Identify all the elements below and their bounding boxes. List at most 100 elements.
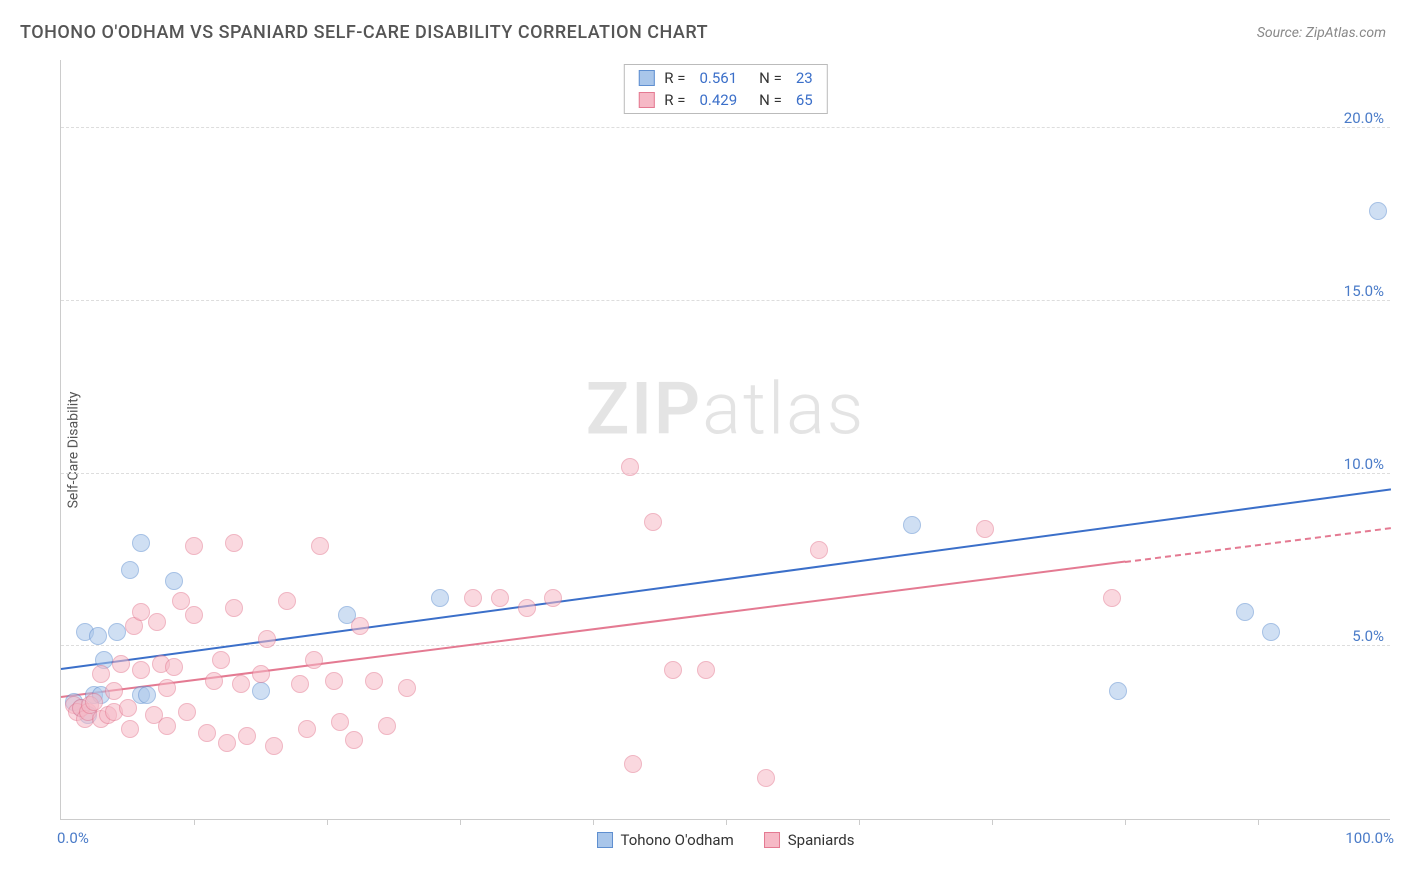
scatter-point bbox=[119, 699, 137, 717]
scatter-point bbox=[112, 655, 130, 673]
legend-series-label: Spaniards bbox=[788, 831, 855, 849]
legend-series-item: Tohono O'odham bbox=[597, 831, 734, 849]
grid-line bbox=[61, 300, 1390, 301]
scatter-point bbox=[810, 541, 828, 559]
chart-source: Source: ZipAtlas.com bbox=[1257, 25, 1386, 41]
scatter-point bbox=[1109, 682, 1127, 700]
legend-swatch bbox=[638, 92, 654, 108]
scatter-point bbox=[518, 599, 536, 617]
scatter-point bbox=[644, 513, 662, 531]
scatter-point bbox=[378, 717, 396, 735]
watermark-rest: atlas bbox=[702, 367, 865, 452]
x-tick-mark bbox=[1258, 819, 1259, 825]
legend-series-item: Spaniards bbox=[764, 831, 855, 849]
legend-n-value: 23 bbox=[796, 69, 813, 87]
scatter-point bbox=[108, 623, 126, 641]
scatter-point bbox=[92, 665, 110, 683]
scatter-point bbox=[298, 720, 316, 738]
scatter-point bbox=[624, 755, 642, 773]
legend-r-label: R = bbox=[664, 91, 685, 109]
scatter-point bbox=[291, 675, 309, 693]
scatter-point bbox=[89, 627, 107, 645]
scatter-point bbox=[311, 537, 329, 555]
scatter-point bbox=[165, 572, 183, 590]
legend-stats: R =0.561N =23R =0.429N =65 bbox=[623, 64, 827, 114]
legend-series: Tohono O'odham Spaniards bbox=[597, 831, 855, 849]
scatter-point bbox=[132, 534, 150, 552]
scatter-point bbox=[398, 679, 416, 697]
scatter-point bbox=[252, 665, 270, 683]
scatter-point bbox=[697, 661, 715, 679]
y-tick-label: 10.0% bbox=[1344, 455, 1384, 473]
scatter-point bbox=[121, 561, 139, 579]
chart-container: Self-Care Disability ZIPatlas R =0.561N … bbox=[50, 60, 1390, 840]
scatter-point bbox=[158, 717, 176, 735]
legend-swatch bbox=[597, 832, 613, 848]
x-tick-mark bbox=[460, 819, 461, 825]
scatter-point bbox=[331, 713, 349, 731]
scatter-point bbox=[491, 589, 509, 607]
scatter-point bbox=[132, 603, 150, 621]
scatter-point bbox=[265, 737, 283, 755]
x-tick-mark bbox=[1125, 819, 1126, 825]
scatter-point bbox=[178, 703, 196, 721]
legend-n-label: N = bbox=[759, 91, 782, 109]
scatter-point bbox=[1262, 623, 1280, 641]
scatter-point bbox=[138, 686, 156, 704]
scatter-point bbox=[165, 658, 183, 676]
x-tick-mark bbox=[992, 819, 993, 825]
scatter-point bbox=[121, 720, 139, 738]
legend-series-label: Tohono O'odham bbox=[621, 831, 734, 849]
scatter-point bbox=[105, 682, 123, 700]
chart-title: TOHONO O'ODHAM VS SPANIARD SELF-CARE DIS… bbox=[20, 22, 708, 43]
x-tick-mark bbox=[726, 819, 727, 825]
legend-n-value: 65 bbox=[796, 91, 813, 109]
x-tick-mark bbox=[593, 819, 594, 825]
scatter-point bbox=[225, 534, 243, 552]
legend-swatch bbox=[638, 70, 654, 86]
scatter-point bbox=[431, 589, 449, 607]
scatter-point bbox=[185, 606, 203, 624]
y-tick-label: 15.0% bbox=[1344, 282, 1384, 300]
scatter-point bbox=[976, 520, 994, 538]
x-tick-mark bbox=[194, 819, 195, 825]
scatter-point bbox=[903, 516, 921, 534]
legend-r-label: R = bbox=[664, 69, 685, 87]
scatter-point bbox=[185, 537, 203, 555]
scatter-point bbox=[365, 672, 383, 690]
scatter-point bbox=[1369, 202, 1387, 220]
legend-r-value: 0.561 bbox=[699, 69, 737, 87]
scatter-point bbox=[218, 734, 236, 752]
scatter-point bbox=[225, 599, 243, 617]
scatter-point bbox=[158, 679, 176, 697]
chart-header: TOHONO O'ODHAM VS SPANIARD SELF-CARE DIS… bbox=[20, 22, 1386, 43]
trend-line-dashed bbox=[1125, 527, 1391, 563]
y-tick-label: 5.0% bbox=[1352, 627, 1384, 645]
scatter-point bbox=[132, 661, 150, 679]
scatter-point bbox=[1103, 589, 1121, 607]
x-tick-max: 100.0% bbox=[1345, 829, 1394, 847]
legend-stats-row: R =0.429N =65 bbox=[624, 89, 826, 111]
scatter-point bbox=[1236, 603, 1254, 621]
scatter-point bbox=[198, 724, 216, 742]
scatter-point bbox=[325, 672, 343, 690]
grid-line bbox=[61, 127, 1390, 128]
scatter-point bbox=[212, 651, 230, 669]
watermark: ZIPatlas bbox=[586, 367, 866, 452]
scatter-point bbox=[621, 458, 639, 476]
scatter-point bbox=[232, 675, 250, 693]
x-tick-mark bbox=[327, 819, 328, 825]
x-tick-mark bbox=[859, 819, 860, 825]
grid-line bbox=[61, 473, 1390, 474]
scatter-point bbox=[252, 682, 270, 700]
scatter-point bbox=[345, 731, 363, 749]
scatter-point bbox=[305, 651, 323, 669]
scatter-point bbox=[205, 672, 223, 690]
scatter-point bbox=[351, 617, 369, 635]
scatter-point bbox=[544, 589, 562, 607]
scatter-point bbox=[148, 613, 166, 631]
scatter-point bbox=[278, 592, 296, 610]
legend-stats-row: R =0.561N =23 bbox=[624, 67, 826, 89]
plot-area: ZIPatlas R =0.561N =23R =0.429N =65 Toho… bbox=[60, 60, 1390, 820]
y-tick-label: 20.0% bbox=[1344, 109, 1384, 127]
